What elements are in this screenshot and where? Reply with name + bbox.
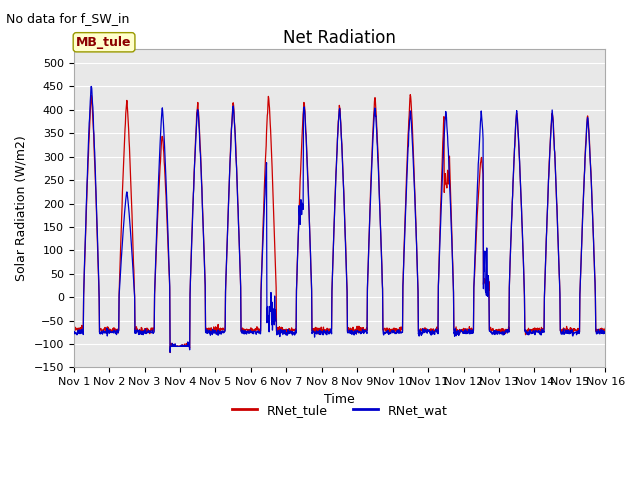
Y-axis label: Solar Radiation (W/m2): Solar Radiation (W/m2): [15, 135, 28, 281]
Title: Net Radiation: Net Radiation: [283, 29, 396, 48]
Text: MB_tule: MB_tule: [76, 36, 132, 49]
Legend: RNet_tule, RNet_wat: RNet_tule, RNet_wat: [227, 399, 452, 422]
X-axis label: Time: Time: [324, 393, 355, 406]
Text: No data for f_SW_in: No data for f_SW_in: [6, 12, 130, 25]
